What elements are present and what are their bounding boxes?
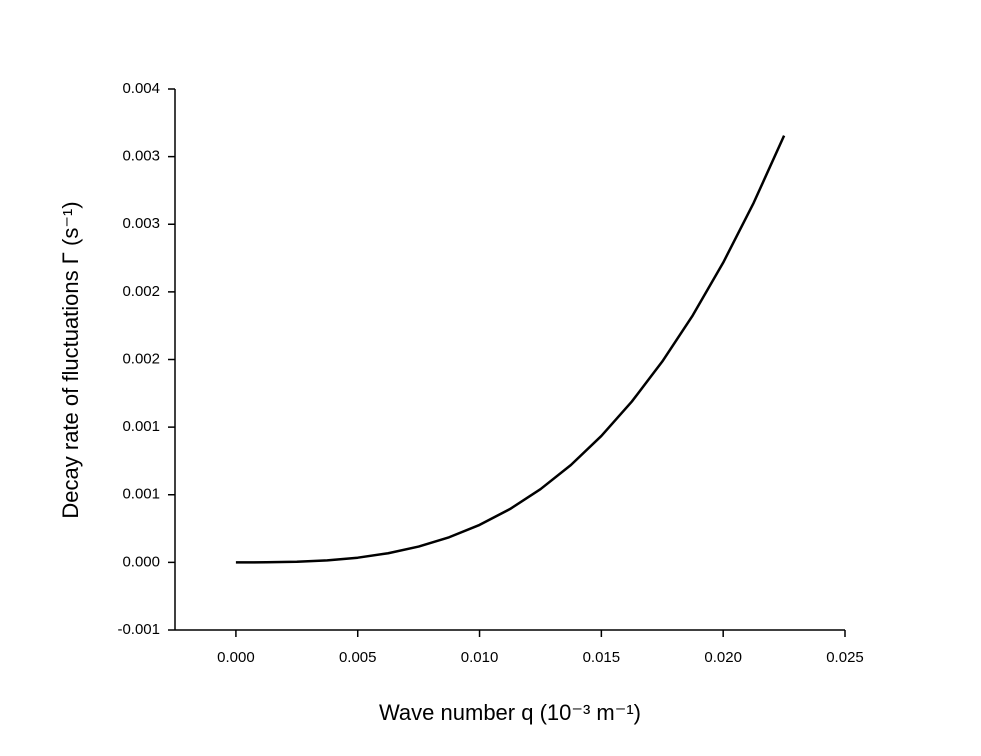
y-tick-label: 0.002 [122, 283, 160, 300]
x-tick-label: 0.015 [583, 649, 621, 666]
y-tick-label: 0.001 [122, 418, 160, 435]
x-tick-label: 0.020 [704, 649, 742, 666]
x-axis-label: Wave number q (10⁻³ m⁻¹) [379, 700, 641, 725]
y-tick-label: 0.003 [122, 148, 160, 165]
y-tick-label: 0.003 [122, 215, 160, 232]
y-tick-label: -0.001 [117, 621, 160, 638]
y-tick-label: 0.001 [122, 486, 160, 503]
x-tick-label: 0.025 [826, 649, 864, 666]
y-tick-label: 0.002 [122, 350, 160, 367]
x-tick-label: 0.005 [339, 649, 377, 666]
x-tick-label: 0.000 [217, 649, 255, 666]
y-axis-label: Decay rate of fluctuations Γ (s⁻¹) [58, 201, 83, 518]
y-tick-label: 0.004 [122, 80, 160, 97]
data-line [235, 135, 786, 564]
y-tick-label: 0.000 [122, 553, 160, 570]
x-tick-label: 0.010 [461, 649, 499, 666]
